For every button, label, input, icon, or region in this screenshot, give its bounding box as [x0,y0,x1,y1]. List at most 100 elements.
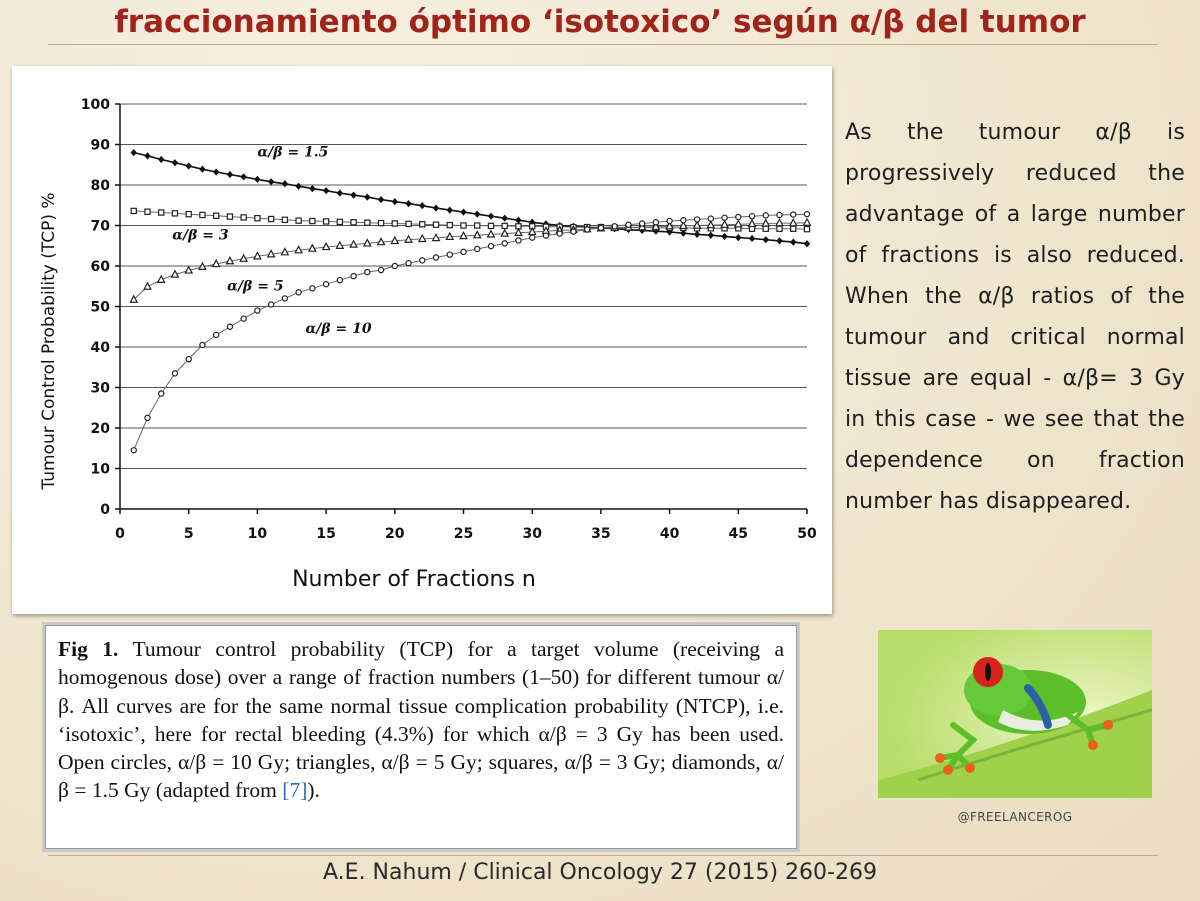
slide-title: fraccionamiento óptimo ‘isotoxico’ según… [114,4,1086,40]
data-point-triangle [747,218,757,228]
data-point-circle [529,234,536,241]
caption-end: ). [307,778,320,803]
data-point-triangle [802,217,812,226]
data-point-diamond [460,208,467,216]
data-point-square [350,219,357,226]
data-point-diamond [336,189,344,197]
data-point-circle [281,295,289,302]
data-point-triangle [486,229,496,238]
y-tick-label: 60 [91,259,111,275]
data-point-diamond [721,232,728,241]
data-point-circle [212,331,220,339]
data-point-circle [171,370,179,377]
data-point-square [267,215,275,223]
data-point-circle [240,315,247,322]
data-point-diamond [803,240,811,248]
data-point-circle [735,213,742,221]
data-point-square [446,221,453,229]
data-point-diamond [267,178,275,186]
data-point-diamond [501,214,508,222]
series-label: α/β = 10 [305,321,371,337]
series-circle [130,210,811,454]
data-point-triangle [266,249,276,258]
x-tick-label: 5 [184,526,194,542]
data-point-circle [185,355,192,363]
x-tick-label: 0 [115,526,125,542]
x-tick-label: 15 [316,526,335,542]
y-tick-label: 80 [91,178,111,194]
data-point-square [185,210,192,218]
data-point-triangle [390,235,400,245]
data-point-triangle [514,227,523,236]
data-point-circle [336,276,344,284]
data-point-diamond [254,175,261,183]
data-point-circle [666,217,673,225]
data-point-triangle [445,231,455,241]
data-point-triangle [678,220,688,230]
y-tick-label: 100 [81,97,110,113]
y-tick-label: 40 [91,340,111,356]
data-point-triangle [335,240,345,249]
data-point-diamond [515,216,522,224]
data-point-circle [446,251,453,258]
data-point-diamond [322,187,330,195]
data-point-triangle [156,274,166,283]
data-point-square [295,217,302,224]
data-point-diamond [405,200,412,208]
data-point-square [432,221,440,228]
data-point-diamond [474,210,481,218]
x-tick-label: 25 [454,526,473,542]
y-tick-label: 90 [91,138,111,154]
data-point-square [281,216,289,224]
y-axis-label: Tumour Control Probability (TCP) % [39,192,59,490]
data-point-circle [364,268,371,276]
data-point-diamond [364,193,371,201]
data-point-square [240,214,247,221]
series-line [133,151,808,245]
data-point-square [377,219,385,227]
data-point-circle [515,237,522,244]
data-point-circle [542,232,550,239]
data-point-circle [748,212,756,220]
data-point-circle [597,224,605,232]
data-point-circle [391,262,398,270]
y-tick-label: 0 [100,502,110,518]
data-point-diamond [171,159,179,167]
chart-panel: 0 10 20 30 40 50 60 70 80 90 100 0 5 10 15 20 25 30 35 40 45… [12,66,832,614]
caption-fig-label: Fig 1. [58,637,119,661]
title-divider [48,44,1158,45]
y-tick-label: 50 [91,300,111,316]
data-point-circle [583,226,591,233]
image-credit: @FREELANCEROG [957,810,1073,824]
source-citation: A.E. Nahum / Clinical Oncology 27 (2015)… [323,860,877,885]
data-point-triangle [651,221,661,230]
series [129,149,812,454]
data-point-diamond [487,212,495,220]
data-point-diamond [680,229,687,237]
data-point-square [762,225,769,232]
data-point-triangle [239,253,249,262]
data-point-triangle [280,247,290,256]
data-point-square [322,218,330,225]
data-point-diamond [391,198,398,206]
data-point-triangle [472,230,482,239]
data-point-diamond [212,168,220,176]
data-point-triangle [431,232,441,242]
data-point-triangle [362,238,372,247]
data-point-diamond [377,195,385,204]
data-point-circle [611,223,618,230]
series-diamond [130,149,811,248]
data-point-circle [405,259,412,267]
data-point-square [391,220,399,227]
data-point-diamond [693,230,701,239]
data-point-circle [144,414,151,422]
data-point-triangle [307,243,317,252]
data-point-diamond [529,218,536,226]
data-point-circle [762,212,769,219]
tcp-chart: 0 10 20 30 40 50 60 70 80 90 100 0 5 10 15 20 25 30 35 40 45… [39,97,817,592]
data-point-circle [158,390,165,397]
x-tick-label: 35 [591,526,610,542]
data-point-triangle [720,219,729,228]
series-label: α/β = 1.5 [257,145,328,161]
caption-reference-link[interactable]: [7] [282,778,308,803]
